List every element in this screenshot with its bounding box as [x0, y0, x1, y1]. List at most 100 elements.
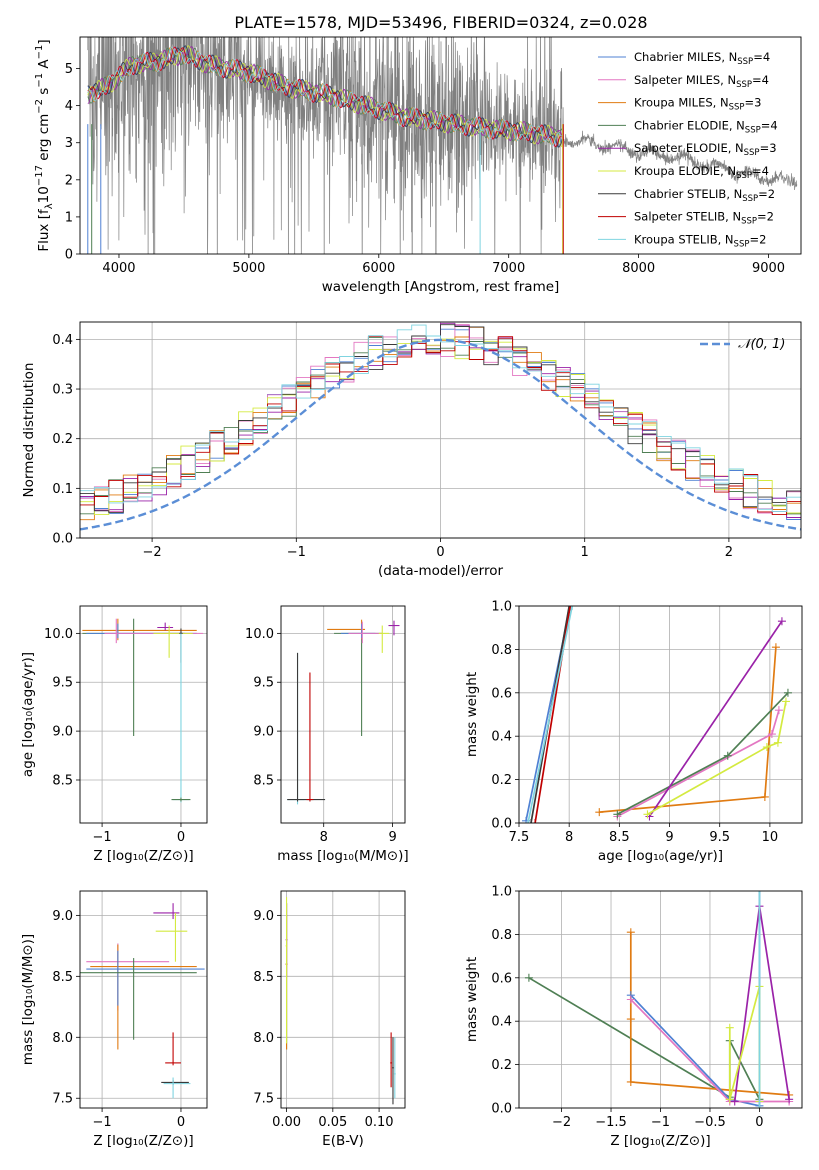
y-axis-label-part: 10 [36, 186, 52, 203]
x-tick-label: −1 [93, 1115, 112, 1130]
y-axis-label: Normed distribution [21, 363, 37, 498]
residuals-panel: −2 −1 0 1 2 0.0 0.1 0.2 0.3 0.4 (data-model)/error… [21, 321, 802, 579]
x-tick-label: −2 [143, 545, 162, 560]
x-tick-label: 9.5 [709, 830, 730, 845]
x-tick-label: 6000 [362, 261, 395, 276]
legend-label: Kroupa STELIB, NSSP=2 [634, 232, 766, 249]
x-tick-label: −2 [552, 1115, 571, 1130]
legend-nssp-subscript: SSP [734, 239, 750, 249]
legend-nssp-subscript: SSP [742, 194, 758, 204]
y-tick-label: 8.0 [52, 1031, 73, 1046]
y-tick-label: 3 [65, 136, 73, 151]
legend-nssp-subscript: SSP [729, 103, 745, 113]
mass-weight-line [647, 701, 787, 816]
mass-weight-marker [725, 1023, 734, 1032]
mass-weight-line [629, 932, 790, 1096]
axes-frame [518, 605, 803, 824]
y-axis-label-part: −1 [34, 73, 45, 88]
y-tick-label: 8.5 [52, 773, 73, 788]
y-axis-label-part: −2 [34, 99, 45, 114]
y-tick-label: 9.0 [253, 909, 274, 924]
y-axis-label-part: erg cm [36, 114, 52, 165]
y-tick-label: 0.4 [491, 1015, 512, 1030]
x-axis-label: mass [log₁₀(M/M⊙)] [277, 848, 408, 864]
x-tick-label: −1 [651, 1115, 670, 1130]
legend-nssp-subscript: SSP [736, 171, 752, 181]
legend-nssp-prefix: , N [720, 164, 736, 178]
mass-weight-line [630, 891, 761, 1107]
mass-weight-line [728, 986, 761, 1102]
plot-area [87, 37, 798, 254]
mass-weight-marker [755, 891, 764, 895]
legend-label: Chabrier STELIB, NSSP=2 [634, 187, 775, 204]
plot-area [522, 606, 792, 823]
mass-weight-marker [725, 1095, 734, 1104]
mass-weight-marker [773, 738, 782, 747]
x-axis-label: E(B-V) [322, 1133, 364, 1149]
mass-weight-vs-age-panel: 7.5 8 8.5 9 9.5 10 0.0 0.2 0.4 0.6 0.8 1.0 age [log₁… [464, 600, 803, 864]
y-tick-label: 0.8 [491, 928, 512, 943]
mass-weight-marker [643, 810, 652, 819]
y-tick-label: 10.0 [44, 627, 73, 642]
mass-weight-marker [568, 606, 577, 610]
mass-weight-marker [626, 995, 635, 1004]
axes: 7.5 8 8.5 9 9.5 10 0.0 0.2 0.4 0.6 0.8 1.0 age [log₁… [464, 600, 803, 864]
y-tick-label: 0.2 [52, 432, 73, 447]
legend-label: Chabrier MILES, NSSP=4 [634, 50, 770, 67]
model-fit-line [87, 46, 564, 146]
legend-model-name: Chabrier MILES [634, 50, 721, 64]
y-tick-label: 10.0 [245, 627, 274, 642]
model-fit-line [87, 45, 564, 148]
mass-weight-line [733, 906, 790, 1102]
mass-weight-line [528, 977, 761, 1100]
grid [80, 606, 207, 823]
y-tick-label: 0.6 [491, 686, 512, 701]
mass-weight-marker [777, 617, 786, 626]
mass-weight-marker [760, 792, 769, 801]
x-tick-label: −0.5 [694, 1115, 726, 1130]
mass-weight-marker [767, 730, 776, 739]
legend-label: Salpeter ELODIE, NSSP=3 [634, 141, 777, 158]
x-tick-label: 8000 [622, 261, 655, 276]
legend: 𝒩(0, 1) [700, 337, 785, 352]
y-axis-label: mass weight [464, 957, 480, 1042]
residual-histogram-step [80, 335, 801, 516]
y-tick-label: 0.4 [52, 333, 73, 348]
y-tick-label: 9.0 [52, 909, 73, 924]
legend-model-name: Kroupa STELIB [634, 232, 718, 246]
axes: −1 0 8.5 9.0 9.5 10.0 Z [log₁₀(Z/Z⊙)] age [log₁… [20, 605, 208, 864]
legend-label: Chabrier ELODIE, NSSP=4 [634, 118, 778, 135]
x-tick-label: −1 [93, 830, 112, 845]
mass-weight-vs-metallicity-panel: −2 −1.5 −1 −0.5 0 0.0 0.2 0.4 0.6 0.8 1.0 Z [log₁₀(… [464, 885, 803, 1149]
y-axis-label: Flux [fλ10−17 erg cm−2 s−1 A−1] [34, 39, 55, 251]
y-axis-label-part: s [36, 88, 52, 99]
axes: 4000 5000 6000 7000 8000 9000 0 1 2 3 4 5 wavelength… [34, 36, 802, 295]
legend-nssp-subscript: SSP [741, 217, 757, 227]
legend-nssp-prefix: , N [729, 118, 745, 132]
axes-frame [79, 890, 208, 1109]
plot-area [287, 619, 400, 805]
y-tick-label: 0.8 [491, 643, 512, 658]
legend-nssp-prefix: , N [713, 96, 729, 110]
y-tick-label: 1 [65, 210, 73, 225]
y-tick-label: 0.3 [52, 383, 73, 398]
grid [281, 891, 405, 1108]
axes: −2 −1.5 −1 −0.5 0 0.0 0.2 0.4 0.6 0.8 1.0 Z [log₁₀(… [464, 885, 803, 1149]
mass-weight-marker [595, 808, 604, 817]
mass-weight-marker [531, 819, 540, 823]
legend-nssp-value: =4 [752, 73, 769, 87]
legend-nssp-value: =2 [749, 232, 766, 246]
y-tick-label: 1.0 [491, 600, 512, 615]
grid [80, 891, 207, 1108]
observed-spectrum-line [87, 37, 798, 254]
plot-area [285, 897, 396, 1105]
y-tick-label: 0.2 [491, 1058, 512, 1073]
y-axis-label-part: Flux [f [36, 208, 52, 252]
mass-weight-marker [723, 751, 732, 760]
y-axis-label-part: −17 [34, 165, 45, 186]
age-vs-metallicity-panel: −1 0 8.5 9.0 9.5 10.0 Z [log₁₀(Z/Z⊙)] age [log₁… [20, 605, 208, 864]
axes: −1 0 7.5 8.0 8.5 9.0 Z [log₁₀(Z/Z⊙)] mass [log₁… [20, 890, 208, 1149]
x-tick-label: 8 [320, 830, 328, 845]
x-tick-label: 7.5 [509, 830, 530, 845]
y-axis-label-part: A [36, 59, 52, 73]
